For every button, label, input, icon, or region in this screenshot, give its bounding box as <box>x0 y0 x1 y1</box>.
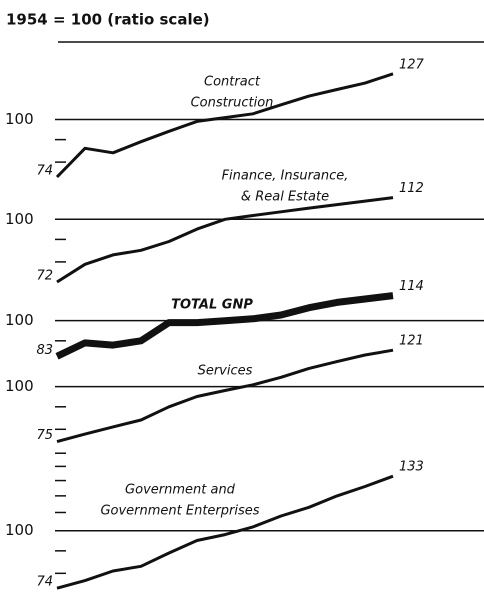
series-label: Contract <box>204 75 261 90</box>
data-line <box>55 292 394 360</box>
y-tick-label: 100 <box>5 311 34 329</box>
start-label: 72 <box>36 269 53 284</box>
y-tick-label: 100 <box>5 521 34 539</box>
y-tick-label: 100 <box>5 210 34 228</box>
series-label: Government and <box>125 483 236 498</box>
series-label: TOTAL GNP <box>171 298 253 313</box>
series-label: & Real Estate <box>241 190 329 205</box>
end-label: 112 <box>399 181 424 196</box>
end-label: 114 <box>399 279 424 294</box>
series-label: Services <box>198 364 253 379</box>
data-line <box>56 196 394 284</box>
end-label: 133 <box>399 460 424 475</box>
series-label: Construction <box>191 96 274 111</box>
start-label: 75 <box>36 428 53 443</box>
start-label: 83 <box>36 343 53 358</box>
data-line <box>56 474 394 590</box>
end-label: 121 <box>399 334 424 349</box>
series-label: Government Enterprises <box>100 504 259 519</box>
chart-header: 1954 = 100 (ratio scale) <box>6 11 210 29</box>
end-label: 127 <box>399 57 425 72</box>
data-line <box>55 72 394 179</box>
data-line <box>56 348 394 444</box>
series-label: Finance, Insurance, <box>222 169 349 184</box>
y-tick-label: 100 <box>5 377 34 395</box>
start-label: 74 <box>36 164 53 179</box>
start-label: 74 <box>36 575 53 590</box>
y-tick-label: 100 <box>5 110 34 128</box>
